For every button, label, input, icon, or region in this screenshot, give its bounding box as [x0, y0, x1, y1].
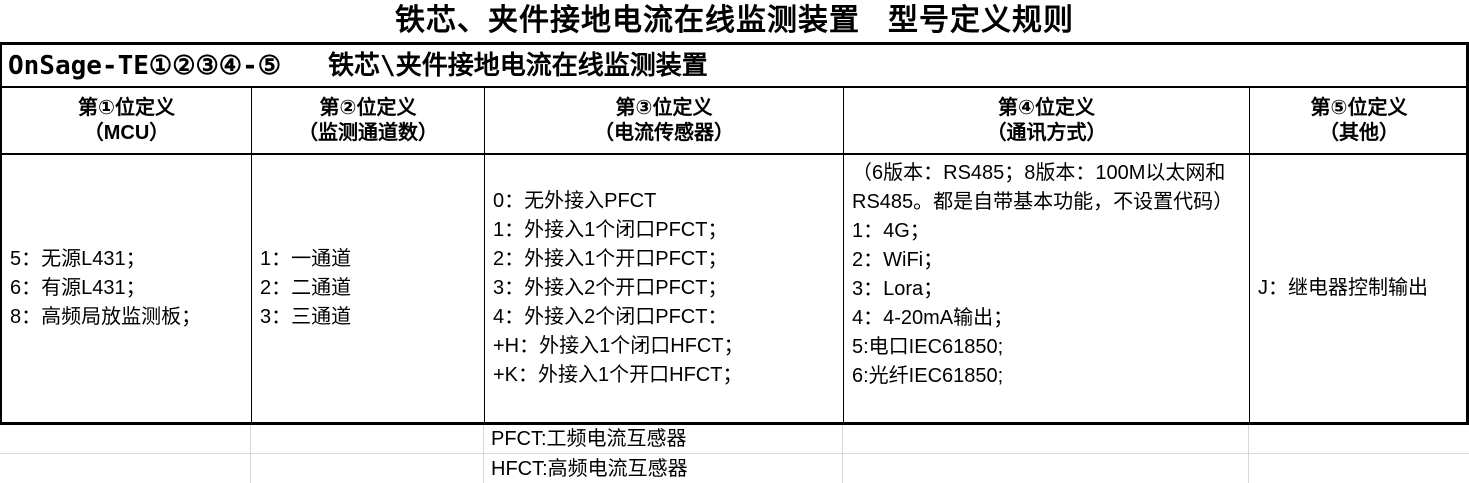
column-header-2: 第②位定义 （监测通道数）	[252, 88, 485, 153]
footnote-hfct: HFCT:高频电流互感器	[491, 457, 688, 480]
column-header-2-line1: 第②位定义	[319, 96, 417, 119]
column-body-1-lines: 5：无源L431； 6：有源L431； 8：高频局放监测板；	[10, 248, 202, 328]
footnote2-gridline-d	[1248, 454, 1249, 483]
model-code-text: OnSage-TE①②③④-⑤ 铁芯\夹件接地电流在线监测装置	[8, 50, 708, 81]
sheet-title-row: 铁芯、夹件接地电流在线监测装置 型号定义规则	[0, 0, 1469, 45]
footnote-gridline-a	[250, 425, 251, 453]
model-code-row: OnSage-TE①②③④-⑤ 铁芯\夹件接地电流在线监测装置	[0, 45, 1469, 88]
column-body-1: 5：无源L431； 6：有源L431； 8：高频局放监测板；	[2, 155, 252, 422]
table-header-row: 第①位定义 （MCU） 第②位定义 （监测通道数） 第③位定义 （电流传感器） …	[0, 88, 1469, 155]
column-body-3: 0：无外接入PFCT 1：外接入1个闭口PFCT； 2：外接入1个开口PFCT；…	[485, 155, 844, 422]
column-header-1-line2: （MCU）	[83, 121, 170, 144]
column-header-1: 第①位定义 （MCU）	[2, 88, 252, 153]
column-body-5: J：继电器控制输出	[1250, 155, 1468, 422]
column-header-4-line1: 第④位定义	[998, 96, 1095, 119]
column-header-3-line2: （电流传感器）	[594, 121, 734, 144]
column-header-1-line1: 第①位定义	[78, 96, 175, 119]
column-body-2: 1：一通道 2：二通道 3：三通道	[252, 155, 485, 422]
table-body-row: 5：无源L431； 6：有源L431； 8：高频局放监测板； 1：一通道 2：二…	[0, 155, 1469, 425]
column-header-5: 第⑤位定义 （其他）	[1250, 88, 1468, 153]
footnote2-gridline-b	[483, 454, 484, 483]
footnote-pfct: PFCT:工频电流互感器	[491, 428, 687, 450]
column-header-5-line1: 第⑤位定义	[1310, 96, 1408, 119]
column-header-5-line2: （其他）	[1319, 121, 1399, 144]
footnote-row-1: PFCT:工频电流互感器	[0, 425, 1469, 454]
footnote2-gridline-c	[842, 454, 843, 483]
column-header-2-line2: （监测通道数）	[298, 121, 438, 144]
footnote-gridline-d	[1248, 425, 1249, 453]
column-body-4-lines: （6版本：RS485；8版本：100M以太网和RS485。都是自带基本功能，不设…	[852, 162, 1234, 387]
footnote-row-2: HFCT:高频电流互感器	[0, 454, 1469, 483]
footnote-gridline-b	[483, 425, 484, 453]
column-body-2-lines: 1：一通道 2：二通道 3：三通道	[260, 248, 352, 328]
footnote2-gridline-a	[250, 454, 251, 483]
footnote-gridline-c	[842, 425, 843, 453]
page-title: 铁芯、夹件接地电流在线监测装置 型号定义规则	[394, 4, 1074, 37]
column-header-4: 第④位定义 （通讯方式）	[844, 88, 1250, 153]
column-header-3-line1: 第③位定义	[615, 96, 713, 119]
column-body-5-lines: J：继电器控制输出	[1258, 277, 1428, 299]
column-header-4-line2: （通讯方式）	[986, 121, 1107, 144]
column-header-3: 第③位定义 （电流传感器）	[485, 88, 844, 153]
column-body-3-lines: 0：无外接入PFCT 1：外接入1个闭口PFCT； 2：外接入1个开口PFCT；…	[493, 190, 744, 386]
column-body-4: （6版本：RS485；8版本：100M以太网和RS485。都是自带基本功能，不设…	[844, 155, 1250, 422]
